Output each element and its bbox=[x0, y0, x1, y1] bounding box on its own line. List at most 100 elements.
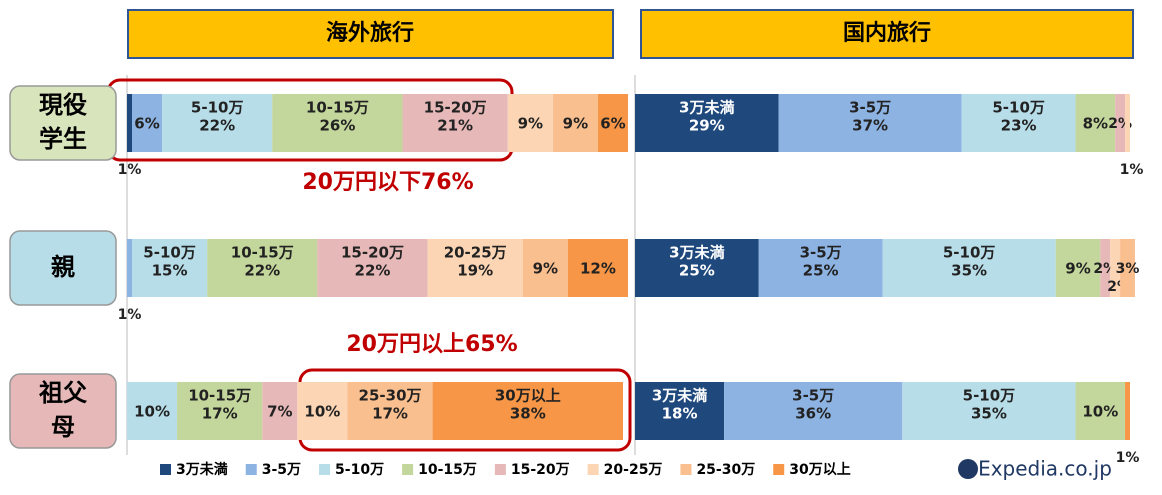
value-label: 23% bbox=[1001, 117, 1037, 135]
value-label: 10% bbox=[1082, 403, 1118, 421]
value-label: 29% bbox=[689, 117, 725, 135]
value-label: 7% bbox=[267, 403, 292, 421]
bar-segment bbox=[427, 239, 523, 297]
value-label: 6% bbox=[134, 115, 159, 133]
value-label: 35% bbox=[971, 405, 1007, 423]
legend-label: 20-25万 bbox=[604, 462, 663, 478]
value-label: 1% bbox=[118, 162, 142, 178]
value-label: 36% bbox=[795, 405, 831, 423]
bar-segment bbox=[1055, 239, 1101, 297]
value-label: 8% bbox=[1083, 115, 1108, 133]
bar-segment bbox=[132, 239, 208, 297]
annotation: 20万円以下76% bbox=[302, 170, 473, 195]
value-label: 22% bbox=[244, 262, 280, 280]
bar-segment bbox=[162, 94, 273, 152]
value-label: 17% bbox=[372, 405, 408, 423]
value-label: 1% bbox=[1120, 162, 1144, 178]
segment-label: 5-10万 bbox=[191, 99, 244, 117]
segment-label: 5-10万 bbox=[963, 387, 1016, 405]
value-label: 38% bbox=[510, 405, 546, 423]
value-label: 25% bbox=[679, 262, 715, 280]
bar-segment bbox=[758, 239, 883, 297]
segment-label: 3-5万 bbox=[800, 244, 842, 262]
segment-label: 3万未満 bbox=[679, 99, 734, 117]
row-label: 親 bbox=[51, 253, 75, 281]
value-label: 10% bbox=[304, 403, 340, 421]
value-label: 1% bbox=[118, 307, 142, 323]
segment-label: 10-15万 bbox=[188, 387, 251, 405]
bar-segment bbox=[961, 94, 1076, 152]
segment-label: 10-15万 bbox=[231, 244, 294, 262]
value-label: 35% bbox=[951, 262, 987, 280]
bar-segment bbox=[1100, 239, 1111, 297]
bar-segment bbox=[902, 382, 1076, 440]
legend-swatch bbox=[587, 464, 599, 475]
segment-label: 3万未満 bbox=[652, 387, 707, 405]
segment-label: 3-5万 bbox=[792, 387, 834, 405]
panel-title: 海外旅行 bbox=[326, 20, 414, 46]
segment-label: 3-5万 bbox=[849, 99, 891, 117]
bar-segment bbox=[1075, 94, 1116, 152]
legend-swatch bbox=[680, 464, 692, 475]
panel-title-box bbox=[127, 9, 614, 59]
bar-segment bbox=[1125, 94, 1130, 152]
value-label: 3% bbox=[1116, 261, 1140, 277]
bar-segment bbox=[635, 382, 725, 440]
row-label-box bbox=[9, 373, 117, 449]
bar-segment bbox=[262, 382, 298, 440]
bar-segment bbox=[127, 239, 133, 297]
bar-segment bbox=[597, 94, 628, 152]
bar-segment bbox=[1110, 239, 1121, 297]
bar-segment bbox=[347, 382, 433, 440]
bar-segment bbox=[272, 94, 403, 152]
value-label: 9% bbox=[563, 115, 588, 133]
bar-segment bbox=[1115, 94, 1126, 152]
bar-segment bbox=[635, 94, 779, 152]
legend-label: 3-5万 bbox=[262, 462, 301, 478]
segment-label: 15-20万 bbox=[424, 99, 487, 117]
segment-label: 5-10万 bbox=[143, 244, 196, 262]
bar-segment bbox=[552, 94, 598, 152]
bar-segment bbox=[317, 239, 428, 297]
row-label-box bbox=[9, 85, 117, 161]
bar-segment bbox=[507, 94, 553, 152]
value-label: 6% bbox=[600, 115, 625, 133]
segment-label: 30万以上 bbox=[495, 387, 561, 405]
bar-segment bbox=[432, 382, 623, 440]
bar-segment bbox=[297, 382, 348, 440]
legend-swatch bbox=[773, 464, 785, 475]
bar-segment bbox=[132, 94, 163, 152]
value-label: 22% bbox=[355, 262, 391, 280]
legend-label: 30万以上 bbox=[789, 462, 850, 478]
value-label: 1% bbox=[1116, 450, 1140, 466]
row-label-box bbox=[9, 230, 117, 306]
value-label: 9% bbox=[1065, 260, 1090, 278]
legend-label: 15-20万 bbox=[511, 462, 570, 478]
value-label: 19% bbox=[457, 262, 493, 280]
legend-label: 10-15万 bbox=[418, 462, 477, 478]
value-label: 9% bbox=[533, 260, 558, 278]
segment-label: 20-25万 bbox=[444, 244, 507, 262]
legend-label: 3万未満 bbox=[176, 461, 228, 478]
legend-swatch bbox=[160, 464, 171, 475]
bar-segment bbox=[522, 239, 568, 297]
bar-segment bbox=[882, 239, 1056, 297]
bar-segment bbox=[127, 382, 178, 440]
value-label: 9% bbox=[518, 115, 543, 133]
value-label: 26% bbox=[319, 117, 355, 135]
segment-label: 15-20万 bbox=[341, 244, 404, 262]
legend-swatch bbox=[319, 464, 331, 475]
legend-swatch bbox=[494, 464, 506, 475]
legend-swatch bbox=[245, 464, 257, 475]
logo-icon bbox=[958, 459, 978, 479]
bar-segment bbox=[567, 239, 628, 297]
value-label: 37% bbox=[852, 117, 888, 135]
value-label: 10% bbox=[134, 403, 170, 421]
value-label: 25% bbox=[803, 262, 839, 280]
value-label: 18% bbox=[662, 405, 698, 423]
value-label: 17% bbox=[202, 405, 238, 423]
annotation: 20万円以上65% bbox=[346, 332, 517, 357]
bar-segment bbox=[127, 94, 133, 152]
segment-label: 25-30万 bbox=[359, 387, 422, 405]
